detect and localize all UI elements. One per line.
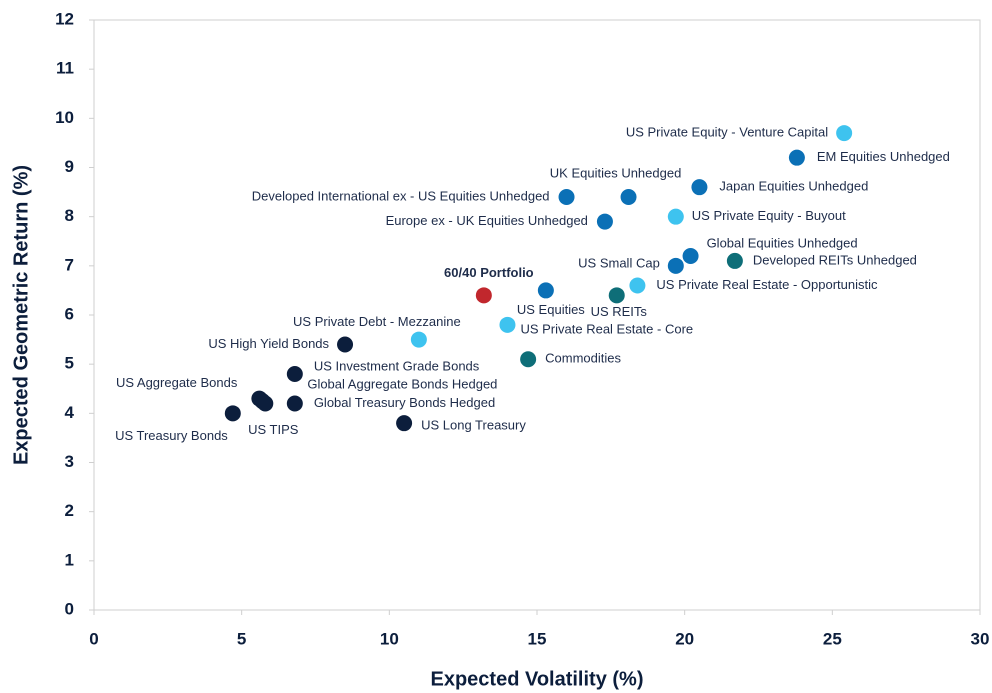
x-tick-label: 20 [675,629,694,648]
y-tick-label: 9 [65,157,74,176]
point [337,336,354,353]
point-label: 60/40 Portfolio [444,265,534,280]
x-tick-label: 5 [237,629,246,648]
y-tick-label: 0 [65,599,74,618]
point [620,189,637,205]
point [667,257,684,274]
point-label: EM Equities Unhedged [817,149,950,164]
point [396,415,413,432]
point [558,189,575,205]
point-label: US Private Debt - Mezzanine [293,314,461,329]
point-label: Global Equities Unhedged [707,235,858,250]
y-tick-label: 1 [65,550,74,569]
y-tick-label: 2 [65,501,74,520]
point-label: Developed REITs Unhedged [753,252,917,267]
x-tick-label: 30 [971,629,990,648]
point-label: US REITs [591,304,648,319]
point-label: Commodities [545,351,621,366]
y-tick-label: 8 [65,206,74,225]
point-label: US Private Real Estate - Core [520,321,693,336]
point-label: Developed International ex - US Equities… [252,188,550,203]
point [667,208,684,225]
point-label: US Private Equity - Venture Capital [626,125,828,140]
point-label: US Investment Grade Bonds [314,358,480,373]
point [836,125,853,142]
point-label: US Small Cap [578,255,660,270]
x-axis-title: Expected Volatility (%) [430,668,643,690]
point-label: US Long Treasury [421,418,526,433]
point [286,366,303,382]
point [224,405,241,422]
y-tick-label: 11 [56,59,74,78]
point [537,282,554,299]
y-tick-label: 10 [55,108,74,127]
point [286,395,303,412]
point [682,248,699,264]
point-label: Europe ex - UK Equities Unhedged [386,213,588,228]
point [788,149,805,166]
y-tick-label: 6 [65,304,74,323]
y-tick-label: 4 [65,403,75,422]
point [475,287,492,304]
point [691,179,708,196]
y-tick-label: 12 [55,9,74,28]
y-tick-label: 3 [65,452,74,471]
point [608,287,625,304]
point-label: US TIPS [248,422,299,437]
point-label: US Private Real Estate - Opportunistic [656,277,878,292]
point [499,316,516,333]
x-tick-label: 10 [380,629,399,648]
point [410,331,427,348]
point-label: US High Yield Bonds [208,336,329,351]
point-label: US Private Equity - Buyout [692,208,846,223]
point-label: US Treasury Bonds [115,428,228,443]
point [726,252,743,269]
point [257,395,274,412]
x-tick-label: 0 [89,629,98,648]
point-label: US Aggregate Bonds [116,375,238,390]
point [596,213,613,230]
x-tick-label: 15 [528,629,547,648]
point-label: US Equities [517,302,585,317]
point-label: Japan Equities Unhedged [719,179,868,194]
point-label: UK Equities Unhedged [550,165,682,180]
y-tick-label: 7 [65,255,74,274]
point-label: Global Treasury Bonds Hedged [314,395,495,410]
x-tick-label: 25 [823,629,842,648]
point [520,351,537,368]
point-label: Global Aggregate Bonds Hedged [307,376,497,391]
y-axis-title: Expected Geometric Return (%) [10,165,32,465]
y-tick-label: 5 [65,354,74,373]
point [629,277,646,294]
